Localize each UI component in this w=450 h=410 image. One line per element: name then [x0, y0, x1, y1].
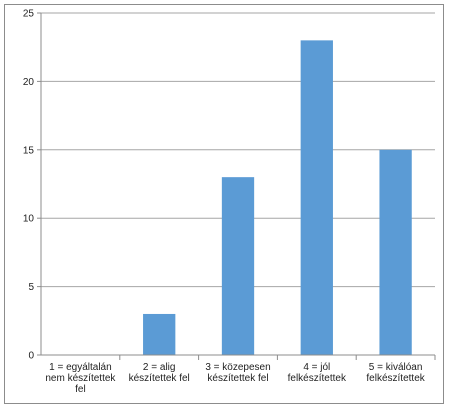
- axes: [37, 12, 436, 360]
- x-category-labels: 1 = egyáltalán nem készítettek fel 2 = alig…: [45, 362, 425, 395]
- category-label-4: 4 = jól felkészítettek: [288, 362, 347, 384]
- y-tick-label-15: 15: [23, 145, 35, 156]
- y-tick-label-25: 25: [23, 9, 35, 20]
- category-label-4-line-2: felkészítettek: [288, 373, 347, 384]
- category-label-1-line-3: fel: [75, 384, 86, 395]
- category-label-3: 3 = közepesen készítettek fel: [205, 362, 270, 384]
- category-label-1-line-1: 1 = egyáltalán: [49, 362, 112, 373]
- gridlines: [41, 12, 435, 288]
- y-tick-label-0: 0: [28, 351, 34, 362]
- category-label-4-line-1: 4 = jól: [303, 362, 330, 373]
- bar-chart: 0 5 10 15 20 25 1 = egyáltalán nem készítettek…: [23, 9, 436, 395]
- category-label-1-line-2: nem készítettek: [45, 373, 116, 384]
- category-label-5-line-1: 5 = kiválóan: [369, 362, 423, 373]
- category-label-3-line-1: 3 = közepesen: [205, 362, 270, 373]
- y-tick-labels: 0 5 10 15 20 25: [23, 9, 35, 362]
- bars: [143, 40, 412, 356]
- category-label-3-line-2: készítettek fel: [207, 373, 268, 384]
- category-label-1: 1 = egyáltalán nem készítettek fel: [45, 362, 116, 395]
- bar-3: [221, 177, 255, 355]
- bar-4: [300, 40, 333, 356]
- category-label-2-line-1: 2 = alig: [143, 362, 176, 373]
- category-label-5-line-2: felkészítettek: [366, 373, 425, 384]
- bar-2: [143, 313, 176, 355]
- category-label-2: 2 = alig készítettek fel: [129, 362, 190, 384]
- category-label-2-line-2: készítettek fel: [129, 373, 190, 384]
- y-tick-label-5: 5: [28, 282, 34, 293]
- y-tick-label-10: 10: [23, 214, 35, 225]
- category-label-5: 5 = kiválóan felkészítettek: [366, 362, 425, 384]
- chart-frame: 0 5 10 15 20 25 1 = egyáltalán nem készítettek…: [4, 4, 444, 404]
- y-tick-label-20: 20: [23, 77, 35, 88]
- bar-5: [379, 149, 412, 355]
